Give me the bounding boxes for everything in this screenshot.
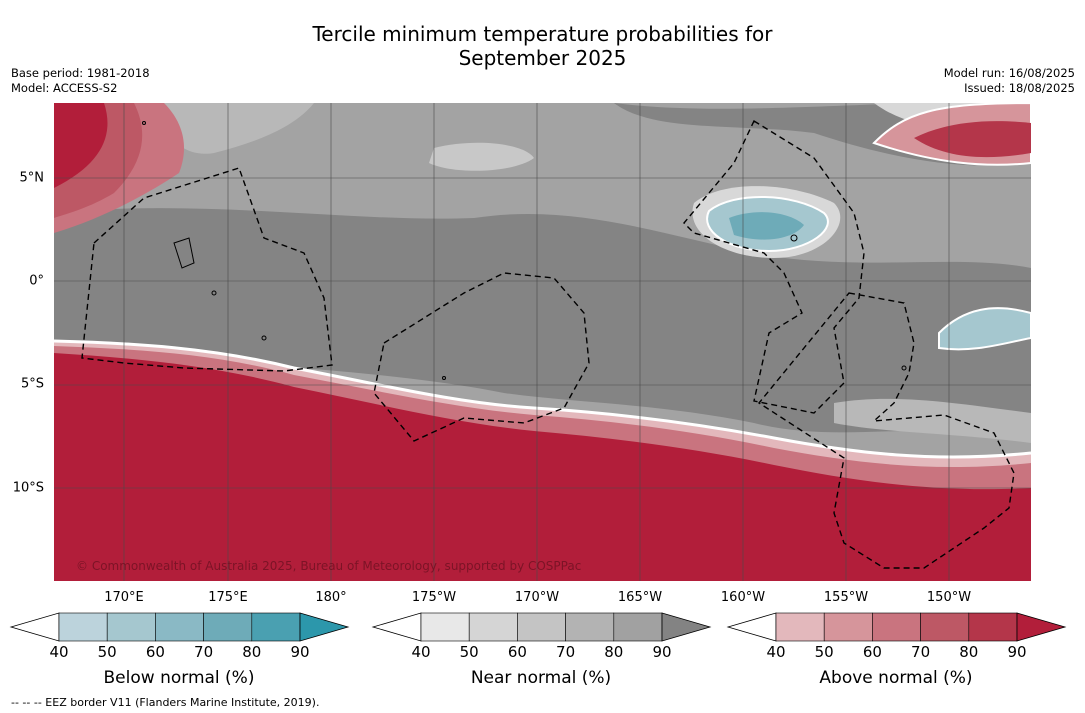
colorbar-extend-high xyxy=(661,612,712,642)
lon-label-160w: 160°W xyxy=(720,590,766,605)
model-run: Model run: 16/08/2025 xyxy=(943,66,1075,80)
colorbar-tick-label: 70 xyxy=(911,643,931,661)
meta-right: Model run: 16/08/2025 Issued: 18/08/2025 xyxy=(944,66,1075,96)
colorbar-tick-label: 80 xyxy=(242,643,262,661)
lon-label-150w: 150°W xyxy=(926,590,972,605)
colorbar-segment xyxy=(517,612,566,642)
colorbar-tick-label: 90 xyxy=(1007,643,1027,661)
near-normal-light-patch-1 xyxy=(154,103,314,154)
eez-border-1 xyxy=(81,167,333,372)
colorbar-segment xyxy=(565,612,615,642)
colorbar-segment xyxy=(968,612,1018,642)
near-normal-light-patch-3 xyxy=(834,398,1031,443)
colorbar-segment xyxy=(155,612,204,642)
colorbar-extend-low xyxy=(9,612,60,642)
eez-footnote: -- -- -- EEZ border V11 (Flanders Marine… xyxy=(11,696,320,709)
lon-label-180: 180° xyxy=(315,590,347,605)
colorbar-near-normal xyxy=(371,612,712,642)
near-normal-dark-band xyxy=(54,208,1031,433)
map-gridlines xyxy=(54,103,1031,581)
colorbar-label-near: Near normal (%) xyxy=(470,668,612,688)
colorbar-below-normal xyxy=(9,612,350,642)
lon-label-175w: 175°W xyxy=(411,590,457,605)
eez-border-2 xyxy=(373,272,590,442)
lon-label-175e: 175°E xyxy=(208,590,248,605)
lon-label-165w: 165°W xyxy=(617,590,663,605)
lat-label-10s: 10°S xyxy=(12,480,44,496)
colorbar-tick-label: 80 xyxy=(959,643,979,661)
probability-map xyxy=(54,103,1031,581)
colorbars-svg xyxy=(9,612,1067,642)
eez-borders xyxy=(81,119,1015,569)
lon-label-170e: 170°E xyxy=(104,590,144,605)
colorbar-segment xyxy=(920,612,970,642)
colorbar-tick-label: 90 xyxy=(652,643,672,661)
colorbar-tick-label: 50 xyxy=(814,643,834,661)
above-normal-nw-core xyxy=(54,103,108,188)
colorbar-above-normal xyxy=(726,612,1067,642)
colorbar-extend-high xyxy=(299,612,350,642)
base-period: Base period: 1981-2018 xyxy=(11,66,150,80)
title-line-1: Tercile minimum temperature probabilitie… xyxy=(312,22,773,46)
eez-border-4 xyxy=(757,292,1015,569)
colorbar-extend-high xyxy=(1016,612,1067,642)
colorbar-tick-label: 50 xyxy=(97,643,117,661)
colorbar-extend-low xyxy=(371,612,422,642)
colorbar-segment xyxy=(823,612,873,642)
colorbar-tick-label: 40 xyxy=(411,643,431,661)
colorbar-tick-label: 90 xyxy=(290,643,310,661)
colorbar-tick-label: 60 xyxy=(145,643,165,661)
lat-label-0: 0° xyxy=(29,273,44,289)
colorbar-segment xyxy=(872,612,921,642)
eez-border-3 xyxy=(683,119,865,414)
near-normal-light-patch-2 xyxy=(429,142,534,171)
below-normal-core-1 xyxy=(729,212,804,240)
colorbar-label-above: Above normal (%) xyxy=(819,668,973,688)
colorbar-segment xyxy=(58,612,108,642)
colorbar-segment xyxy=(251,612,301,642)
colorbar-label-below: Below normal (%) xyxy=(103,668,255,688)
colorbar-segment xyxy=(106,612,156,642)
above-normal-south-boundary xyxy=(54,339,1031,459)
colorbar-tick-label: 70 xyxy=(194,643,214,661)
map-svg xyxy=(54,103,1031,581)
colorbar-extend-low xyxy=(726,612,777,642)
colorbar-tick-label: 80 xyxy=(604,643,624,661)
title-line-2: September 2025 xyxy=(458,46,627,70)
below-normal-patch-2 xyxy=(938,307,1031,351)
colorbar-tick-label: 40 xyxy=(49,643,69,661)
colorbar-segment xyxy=(468,612,518,642)
colorbar-segment xyxy=(775,612,825,642)
map-title: Tercile minimum temperature probabilitie… xyxy=(0,22,1085,70)
colorbar-tick-label: 40 xyxy=(766,643,786,661)
islands xyxy=(142,121,907,380)
lon-label-155w: 155°W xyxy=(823,590,869,605)
colorbar-segment xyxy=(203,612,253,642)
issued-date: Issued: 18/08/2025 xyxy=(964,81,1075,95)
colorbar-tick-label: 70 xyxy=(556,643,576,661)
above-normal-south-core xyxy=(54,353,1031,581)
colorbar-segment xyxy=(613,612,663,642)
copyright-notice: © Commonwealth of Australia 2025, Bureau… xyxy=(76,559,582,573)
above-normal-ne-core xyxy=(914,121,1031,158)
colorbar-tick-label: 50 xyxy=(459,643,479,661)
model-name: Model: ACCESS-S2 xyxy=(11,81,118,95)
colorbar-tick-label: 60 xyxy=(507,643,527,661)
lat-label-5s: 5°S xyxy=(20,376,44,392)
lon-label-170w: 170°W xyxy=(514,590,560,605)
colorbar-segment xyxy=(420,612,470,642)
colorbar-tick-label: 60 xyxy=(862,643,882,661)
lat-label-5n: 5°N xyxy=(19,170,45,186)
meta-left: Base period: 1981-2018 Model: ACCESS-S2 xyxy=(11,66,150,96)
